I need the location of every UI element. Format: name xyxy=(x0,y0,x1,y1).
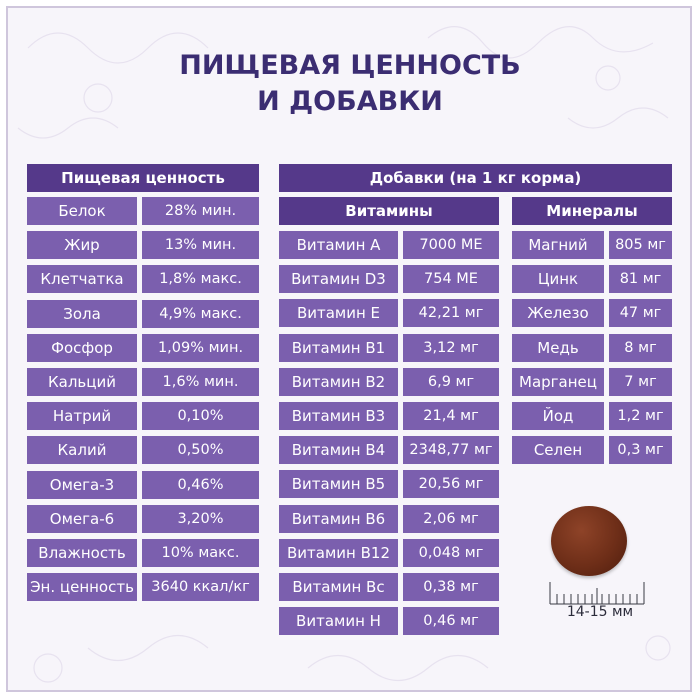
nutrition-value-cell: 1,6% мин. xyxy=(142,368,259,396)
vitamin-value-cell: 3,12 мг xyxy=(403,334,499,362)
vitamin-name-cell: Витамин B12 xyxy=(279,539,398,567)
nutrition-value-cell: 10% макс. xyxy=(142,539,259,567)
mineral-name-cell: Цинк xyxy=(512,265,604,293)
nutrition-value-cell: 1,09% мин. xyxy=(142,334,259,362)
kibble-size-label: 14-15 мм xyxy=(566,604,634,620)
title-line-1: ПИЩЕВАЯ ЦЕННОСТЬ xyxy=(179,50,521,81)
size-ruler-icon xyxy=(549,582,645,605)
vitamin-name-cell: Витамин A xyxy=(279,231,398,259)
nutrition-name-cell: Натрий xyxy=(27,402,137,430)
mineral-name-cell: Йод xyxy=(512,402,604,430)
additives-header: Добавки (на 1 кг корма) xyxy=(279,164,672,192)
vitamin-name-cell: Витамин B6 xyxy=(279,505,398,533)
nutrition-name-cell: Клетчатка xyxy=(27,265,137,293)
vitamins-header: Витамины xyxy=(279,197,499,225)
vitamin-name-cell: Витамин B1 xyxy=(279,334,398,362)
minerals-header: Минералы xyxy=(512,197,672,225)
mineral-value-cell: 0,3 мг xyxy=(609,436,672,464)
nutrition-name-cell: Зола xyxy=(27,300,137,328)
nutrition-name-cell: Жир xyxy=(27,231,137,259)
vitamin-value-cell: 2,06 мг xyxy=(403,505,499,533)
vitamin-value-cell: 20,56 мг xyxy=(403,470,499,498)
nutrition-name-cell: Кальций xyxy=(27,368,137,396)
nutrition-name-cell: Омега-3 xyxy=(27,471,137,499)
nutrition-value-cell: 0,46% xyxy=(142,471,259,499)
nutrition-value-cell: 3640 ккал/кг xyxy=(142,573,259,601)
nutrition-value-cell: 0,10% xyxy=(142,402,259,430)
mineral-name-cell: Магний xyxy=(512,231,604,259)
page-title: ПИЩЕВАЯ ЦЕННОСТЬ И ДОБАВКИ xyxy=(0,48,700,120)
vitamin-value-cell: 0,46 мг xyxy=(403,607,499,635)
nutrition-value-cell: 4,9% макс. xyxy=(142,300,259,328)
swirl-background-pattern xyxy=(17,26,671,683)
nutrition-value-cell: 1,8% макс. xyxy=(142,265,259,293)
kibble-image xyxy=(551,506,627,576)
vitamin-value-cell: 42,21 мг xyxy=(403,299,499,327)
vitamin-value-cell: 2348,77 мг xyxy=(403,436,499,464)
vitamin-name-cell: Витамин B2 xyxy=(279,368,398,396)
mineral-name-cell: Селен xyxy=(512,436,604,464)
vitamin-value-cell: 0,38 мг xyxy=(403,573,499,601)
nutrition-name-cell: Калий xyxy=(27,436,137,464)
vitamin-name-cell: Витамин D3 xyxy=(279,265,398,293)
vitamin-value-cell: 754 МЕ xyxy=(403,265,499,293)
vitamin-name-cell: Витамин B5 xyxy=(279,470,398,498)
mineral-value-cell: 7 мг xyxy=(609,368,672,396)
vitamin-name-cell: Витамин E xyxy=(279,299,398,327)
nutrition-name-cell: Омега-6 xyxy=(27,505,137,533)
nutrition-value-cell: 13% мин. xyxy=(142,231,259,259)
nutrition-name-cell: Влажность xyxy=(27,539,137,567)
nutrition-value-cell: 3,20% xyxy=(142,505,259,533)
title-line-2: И ДОБАВКИ xyxy=(257,86,443,117)
vitamin-value-cell: 21,4 мг xyxy=(403,402,499,430)
nutrition-name-cell: Фосфор xyxy=(27,334,137,362)
nutrition-value-cell: 0,50% xyxy=(142,436,259,464)
mineral-value-cell: 805 мг xyxy=(609,231,672,259)
mineral-name-cell: Марганец xyxy=(512,368,604,396)
nutrition-value-cell: 28% мин. xyxy=(142,197,259,225)
mineral-value-cell: 81 мг xyxy=(609,265,672,293)
vitamin-name-cell: Витамин B4 xyxy=(279,436,398,464)
mineral-name-cell: Медь xyxy=(512,334,604,362)
mineral-value-cell: 8 мг xyxy=(609,334,672,362)
vitamin-name-cell: Витамин B3 xyxy=(279,402,398,430)
mineral-value-cell: 47 мг xyxy=(609,299,672,327)
vitamin-name-cell: Витамин H xyxy=(279,607,398,635)
vitamin-value-cell: 6,9 мг xyxy=(403,368,499,396)
vitamin-value-cell: 0,048 мг xyxy=(403,539,499,567)
nutrition-header: Пищевая ценность xyxy=(27,164,259,192)
nutrition-name-cell: Белок xyxy=(27,197,137,225)
nutrition-name-cell: Эн. ценность xyxy=(27,573,137,601)
vitamin-value-cell: 7000 МЕ xyxy=(403,231,499,259)
mineral-value-cell: 1,2 мг xyxy=(609,402,672,430)
mineral-name-cell: Железо xyxy=(512,299,604,327)
vitamin-name-cell: Витамин Bc xyxy=(279,573,398,601)
